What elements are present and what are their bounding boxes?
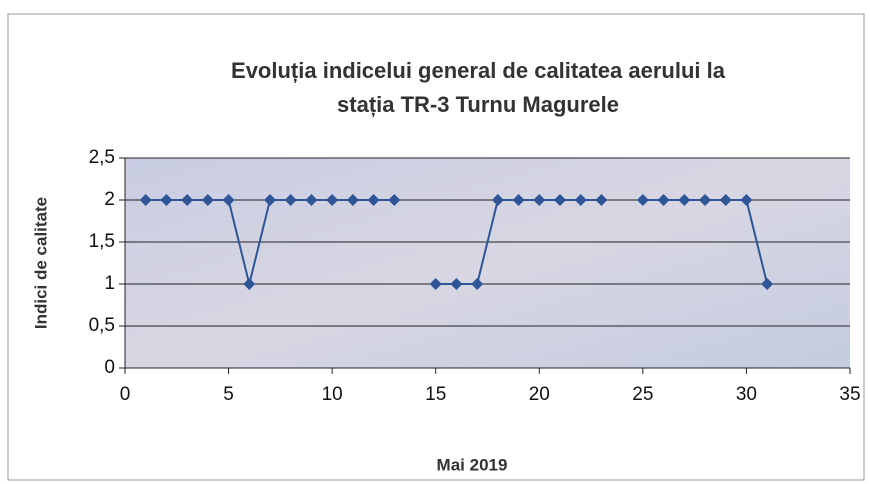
marker bbox=[181, 194, 194, 206]
marker bbox=[243, 278, 256, 290]
x-tick-label: 15 bbox=[425, 384, 446, 405]
marker bbox=[264, 194, 276, 206]
y-axis-label: Indici de calitate bbox=[31, 197, 50, 329]
marker bbox=[678, 194, 691, 206]
chart-title: Evoluția indicelui general de calitatea … bbox=[231, 58, 726, 83]
marker bbox=[346, 194, 359, 206]
marker bbox=[554, 194, 566, 206]
marker bbox=[222, 194, 235, 206]
marker bbox=[471, 278, 484, 290]
marker bbox=[740, 194, 753, 206]
marker bbox=[491, 194, 504, 206]
x-tick-label: 35 bbox=[839, 384, 860, 405]
x-tick-label: 5 bbox=[223, 384, 234, 405]
marker bbox=[201, 194, 214, 206]
plot-area bbox=[125, 158, 850, 368]
marker bbox=[388, 194, 401, 206]
marker bbox=[657, 194, 670, 206]
marker bbox=[595, 194, 608, 206]
marker bbox=[160, 194, 173, 206]
y-tick-label: 2,5 bbox=[89, 147, 115, 168]
marker bbox=[326, 194, 339, 206]
marker bbox=[139, 194, 152, 206]
marker bbox=[699, 194, 711, 206]
x-tick-label: 20 bbox=[529, 384, 550, 405]
y-tick-label: 0,5 bbox=[89, 315, 115, 336]
marker bbox=[719, 194, 732, 206]
marker bbox=[450, 278, 463, 290]
chart-title: stația TR-3 Turnu Magurele bbox=[337, 92, 619, 117]
marker bbox=[636, 194, 649, 206]
x-tick-label: 25 bbox=[632, 384, 653, 405]
marker bbox=[533, 194, 546, 206]
marker bbox=[761, 278, 774, 290]
marker bbox=[429, 278, 442, 290]
marker bbox=[512, 194, 525, 206]
y-tick-label: 2 bbox=[104, 189, 115, 210]
y-tick-label: 1,5 bbox=[89, 231, 115, 252]
y-tick-label: 0 bbox=[104, 357, 115, 378]
x-tick-label: 30 bbox=[736, 384, 757, 405]
y-tick-label: 1 bbox=[104, 273, 115, 294]
marker bbox=[574, 194, 587, 206]
marker bbox=[367, 194, 380, 206]
x-axis-label: Mai 2019 bbox=[437, 455, 508, 474]
x-tick-label: 0 bbox=[120, 384, 131, 405]
marker bbox=[284, 194, 297, 206]
x-tick-label: 10 bbox=[322, 384, 343, 405]
marker bbox=[305, 194, 318, 206]
